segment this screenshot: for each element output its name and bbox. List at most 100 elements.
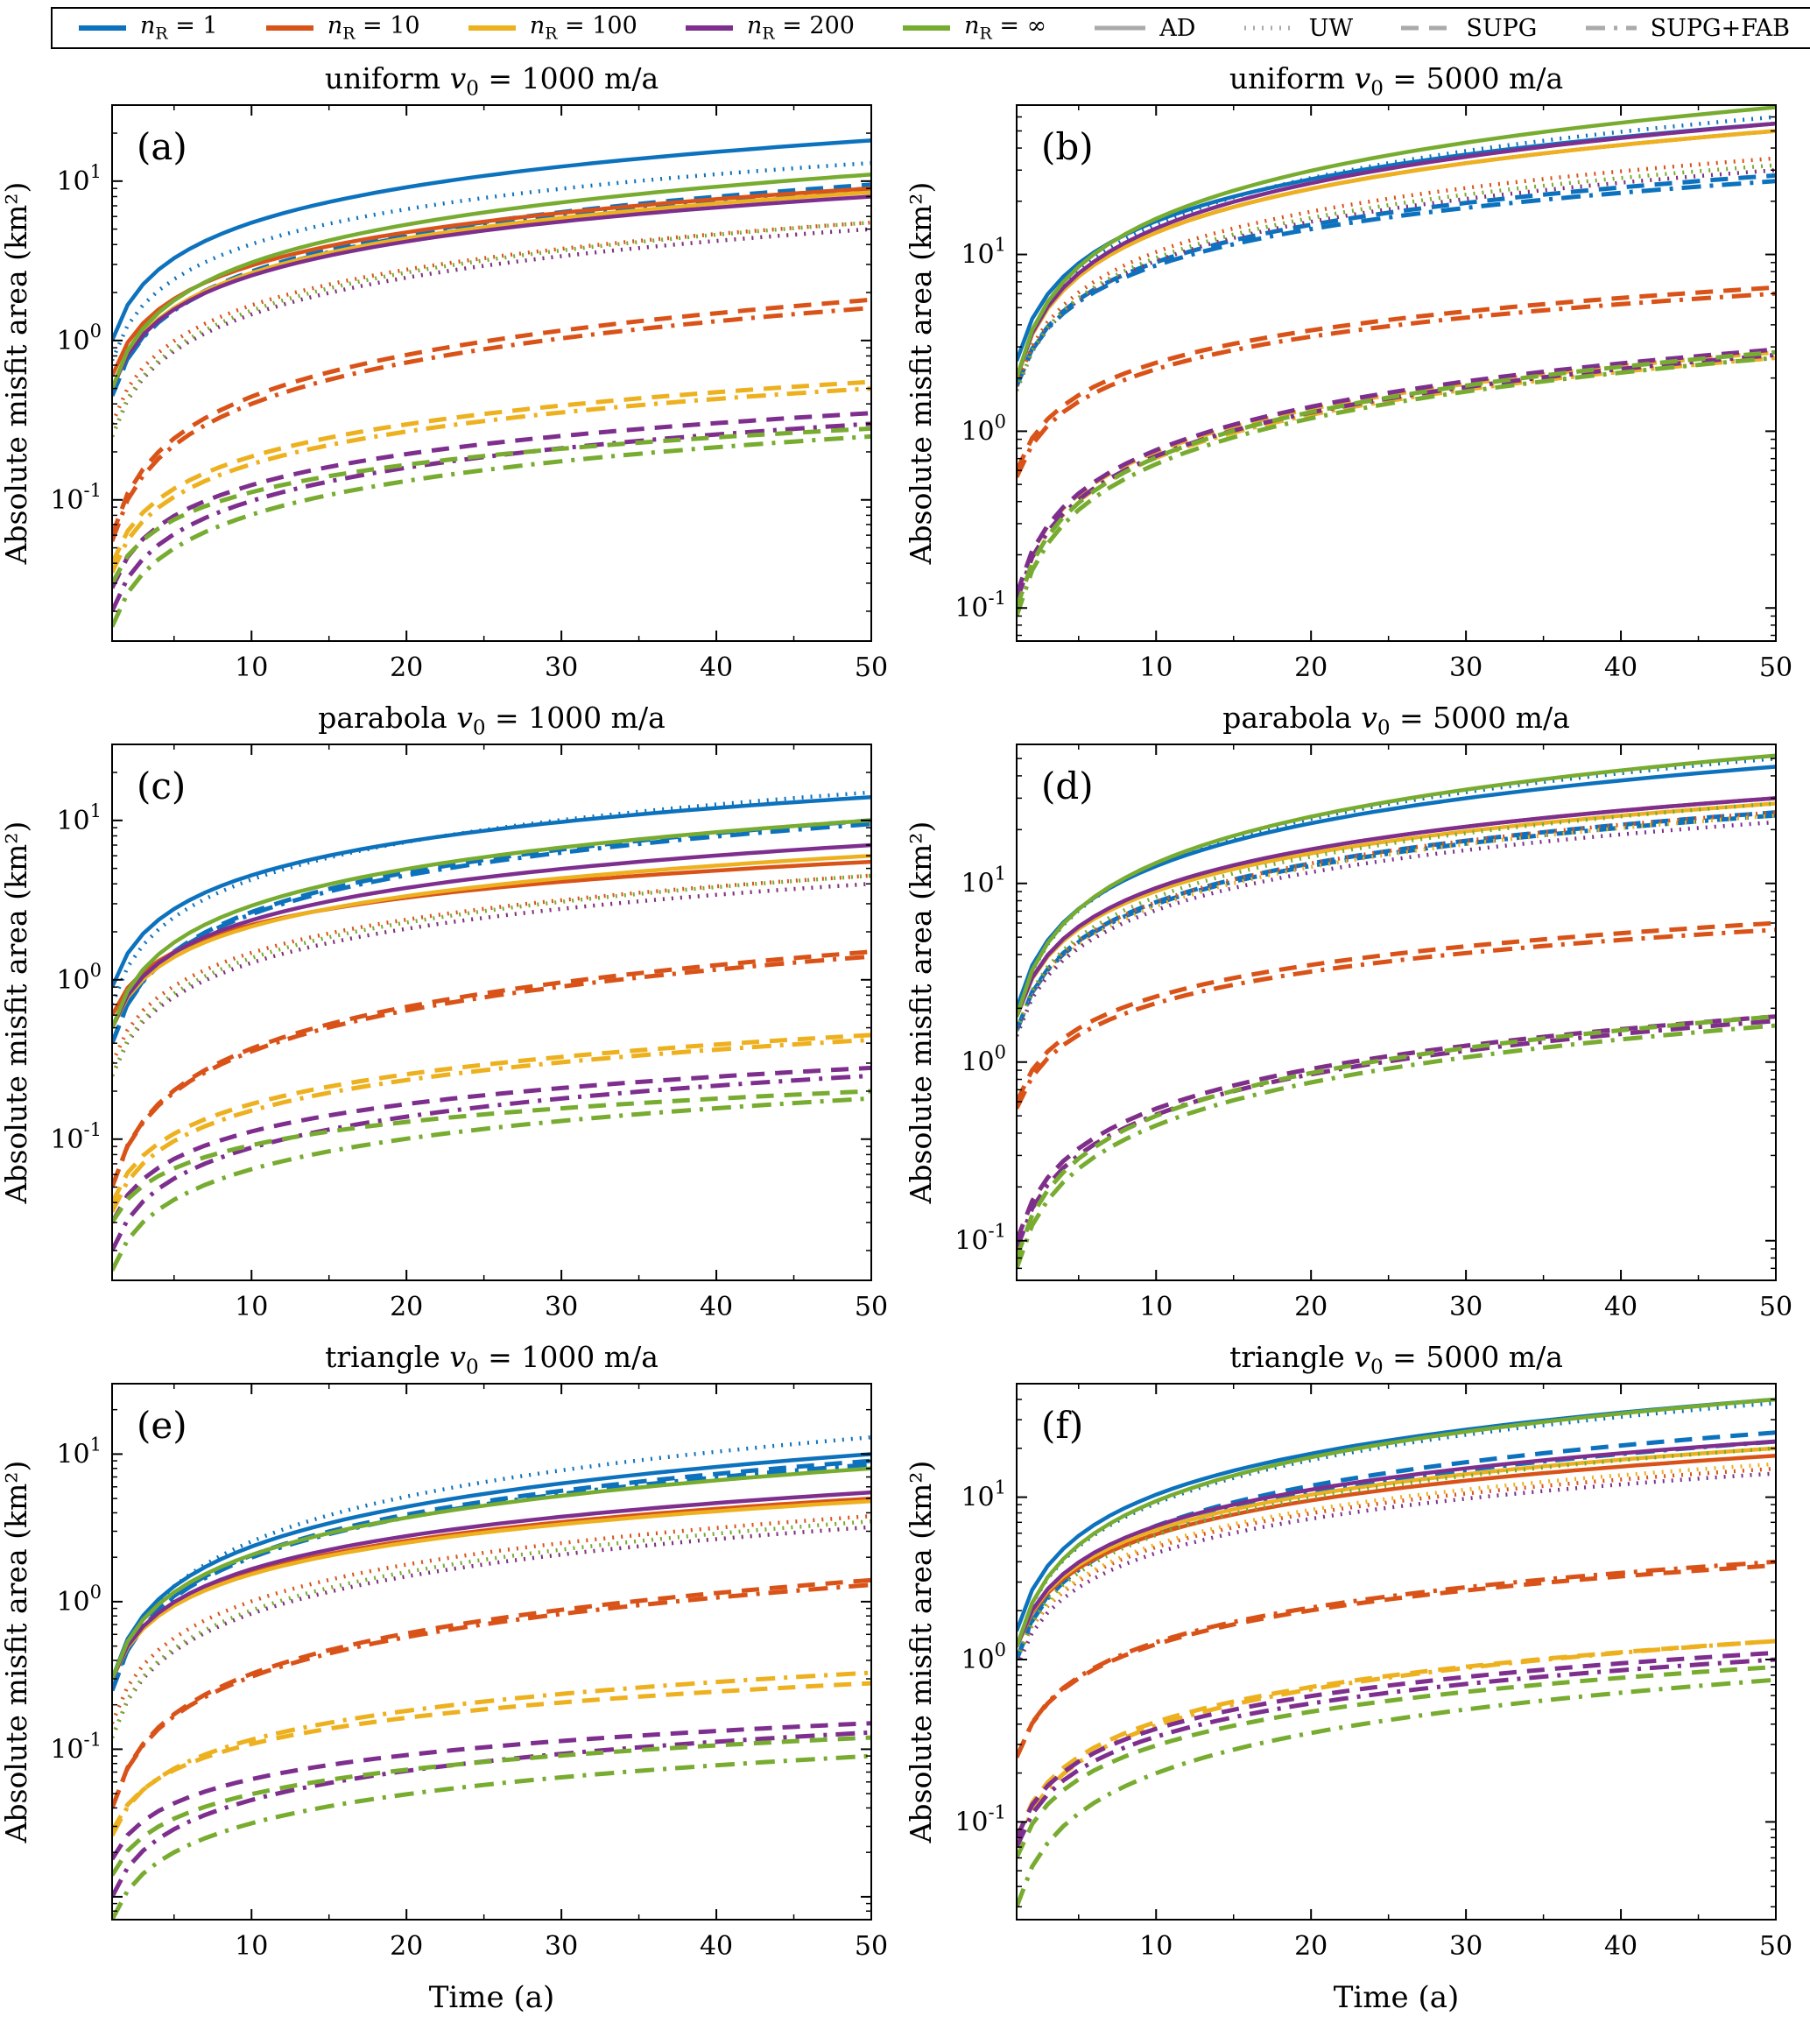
legend-item-color-1: nR = 10 (264, 12, 420, 44)
series-n_R=∞-SUPG (1017, 349, 1776, 610)
series-n_R=100-SUPG (112, 379, 871, 565)
series-n_R=∞-AD (1017, 1397, 1776, 1648)
legend-label: nR = 100 (529, 12, 637, 44)
series-n_R=10-SUPG (1017, 285, 1776, 472)
x-tick-label: 30 (545, 1292, 578, 1322)
legend-label: AD (1159, 14, 1196, 42)
y-tick-label: 10-1 (50, 480, 102, 516)
series-n_R=10-SUPG+FAB (112, 954, 871, 1188)
series-n_R=200-SUPG (1017, 347, 1776, 596)
legend-line-sample (79, 25, 126, 31)
legend-line-sample (468, 25, 516, 31)
series-n_R=∞-SUPG+FAB (112, 1096, 871, 1272)
series-n_R=200-SUPG (112, 1721, 871, 1861)
subplot-e: triangle v0 = 1000 m/a 10 20 30 40 50 10-1 100 1… (0, 1335, 905, 2035)
plots-grid: uniform v0 = 1000 m/a 10 20 30 40 50 10-1 100 10… (0, 56, 1810, 2035)
subplot-f: triangle v0 = 5000 m/a 10 20 30 40 50 10-1 100 1… (904, 1335, 1809, 2035)
series-n_R=200-AD (112, 194, 871, 390)
series-n_R=200-SUPG (112, 1065, 871, 1224)
series-n_R=∞-SUPG+FAB (1017, 1677, 1776, 1908)
series-n_R=200-AD (112, 842, 871, 1029)
legend-line-sample (1095, 25, 1146, 31)
y-tick-label: 10-1 (954, 1801, 1006, 1837)
series-n_R=∞-AD (112, 1466, 871, 1680)
legend-label: nR = ∞ (964, 12, 1047, 44)
series-n_R=100-AD (112, 853, 871, 1029)
series-n_R=∞-AD (112, 173, 871, 390)
series-n_R=∞-SUPG (112, 426, 871, 585)
x-tick-label: 40 (700, 1292, 733, 1322)
series-n_R=10-SUPG+FAB (1017, 291, 1776, 478)
series-n_R=100-AD (112, 190, 871, 390)
panel-letter: (e) (137, 1404, 187, 1447)
series-n_R=10-UW (1017, 1466, 1776, 1660)
panel-letter: (a) (137, 125, 187, 168)
plot-title: parabola v0 = 5000 m/a (1222, 701, 1570, 740)
series-n_R=200-SUPG (112, 411, 871, 589)
y-tick-label: 10-1 (954, 1221, 1006, 1257)
subplot-b: uniform v0 = 5000 m/a 10 20 30 40 50 10-1 100 10… (904, 56, 1809, 695)
y-tick-label: 10-1 (50, 1729, 102, 1765)
series-n_R=1-AD (112, 138, 871, 342)
plot-svg-1: 10 20 30 40 50 10-1 100 101 (b) Absolute misfit a… (904, 104, 1792, 683)
series-n_R=1-UW (1017, 115, 1776, 379)
legend-line-sample (1585, 25, 1637, 31)
y-axis-label: Absolute misfit area (km²) (0, 1461, 33, 1844)
x-tick-label: 50 (1759, 1292, 1792, 1322)
panel-letter: (f) (1041, 1404, 1083, 1447)
series-n_R=100-SUPG+FAB (1017, 356, 1776, 602)
x-tick-label: 10 (1139, 1292, 1173, 1322)
y-tick-label: 101 (961, 863, 1006, 899)
x-axis-label: Time (a) (1334, 1980, 1460, 2015)
panel-letter: (b) (1041, 125, 1094, 168)
series-n_R=1-SUPG+FAB (1017, 1439, 1776, 1660)
legend-label: nR = 1 (140, 12, 218, 44)
series-n_R=100-SUPG+FAB (1017, 1018, 1776, 1250)
series-n_R=1-SUPG (1017, 173, 1776, 387)
x-tick-label: 20 (390, 1931, 423, 1962)
series-n_R=100-SUPG (112, 1681, 871, 1832)
x-axis-label: Time (a) (429, 1980, 555, 2015)
axis-box (111, 104, 872, 642)
series-n_R=100-SUPG+FAB (1017, 1639, 1776, 1849)
series-n_R=1-AD (112, 1452, 871, 1680)
series-n_R=200-SUPG+FAB (1017, 1018, 1776, 1250)
plot-svg-2: 10 20 30 40 50 10-1 100 101 (c) Absolute misfit a… (0, 744, 888, 1322)
legend-line-sample (685, 25, 733, 31)
series-n_R=∞-SUPG (112, 1735, 871, 1877)
series-n_R=100-SUPG (112, 1033, 871, 1204)
series-n_R=1-AD (1017, 765, 1776, 1010)
x-tick-label: 10 (235, 1292, 268, 1322)
series-n_R=1-SUPG (112, 1458, 871, 1692)
series-n_R=200-AD (1017, 796, 1776, 1018)
series-n_R=∞-UW (112, 220, 871, 438)
legend-line-sample (1401, 25, 1453, 31)
legend-item-style-2: SUPG (1399, 15, 1537, 42)
x-tick-label: 50 (855, 652, 887, 683)
x-tick-label: 20 (390, 652, 423, 683)
x-tick-label: 20 (390, 1292, 423, 1322)
subplot-c: parabola v0 = 1000 m/a 10 20 30 40 50 10-1 100 1… (0, 695, 905, 1335)
panel-letter: (c) (137, 765, 186, 807)
legend-line-sample (265, 25, 313, 31)
legend-item-color-3: nR = 200 (684, 12, 855, 44)
series-n_R=10-SUPG+FAB (1017, 1559, 1776, 1759)
series-n_R=100-SUPG+FAB (112, 1037, 871, 1213)
series-n_R=1-UW (112, 160, 871, 362)
x-tick-label: 30 (545, 652, 578, 683)
series-n_R=10-UW (112, 1513, 871, 1724)
y-tick-label: 100 (961, 1042, 1006, 1078)
x-tick-label: 50 (1759, 1931, 1792, 1962)
series-n_R=1-UW (1017, 1400, 1776, 1648)
series-n_R=10-SUPG (112, 297, 871, 536)
plot-title: uniform v0 = 1000 m/a (324, 61, 659, 101)
y-tick-label: 101 (961, 235, 1006, 271)
panel-letter: (d) (1041, 765, 1094, 807)
series-n_R=∞-UW (1017, 163, 1776, 391)
axis-box (111, 744, 872, 1281)
series-n_R=10-SUPG+FAB (1017, 927, 1776, 1110)
series-n_R=1-SUPG+FAB (1017, 179, 1776, 387)
y-axis-label: Absolute misfit area (km²) (0, 182, 33, 566)
series-n_R=1-AD (112, 794, 871, 989)
